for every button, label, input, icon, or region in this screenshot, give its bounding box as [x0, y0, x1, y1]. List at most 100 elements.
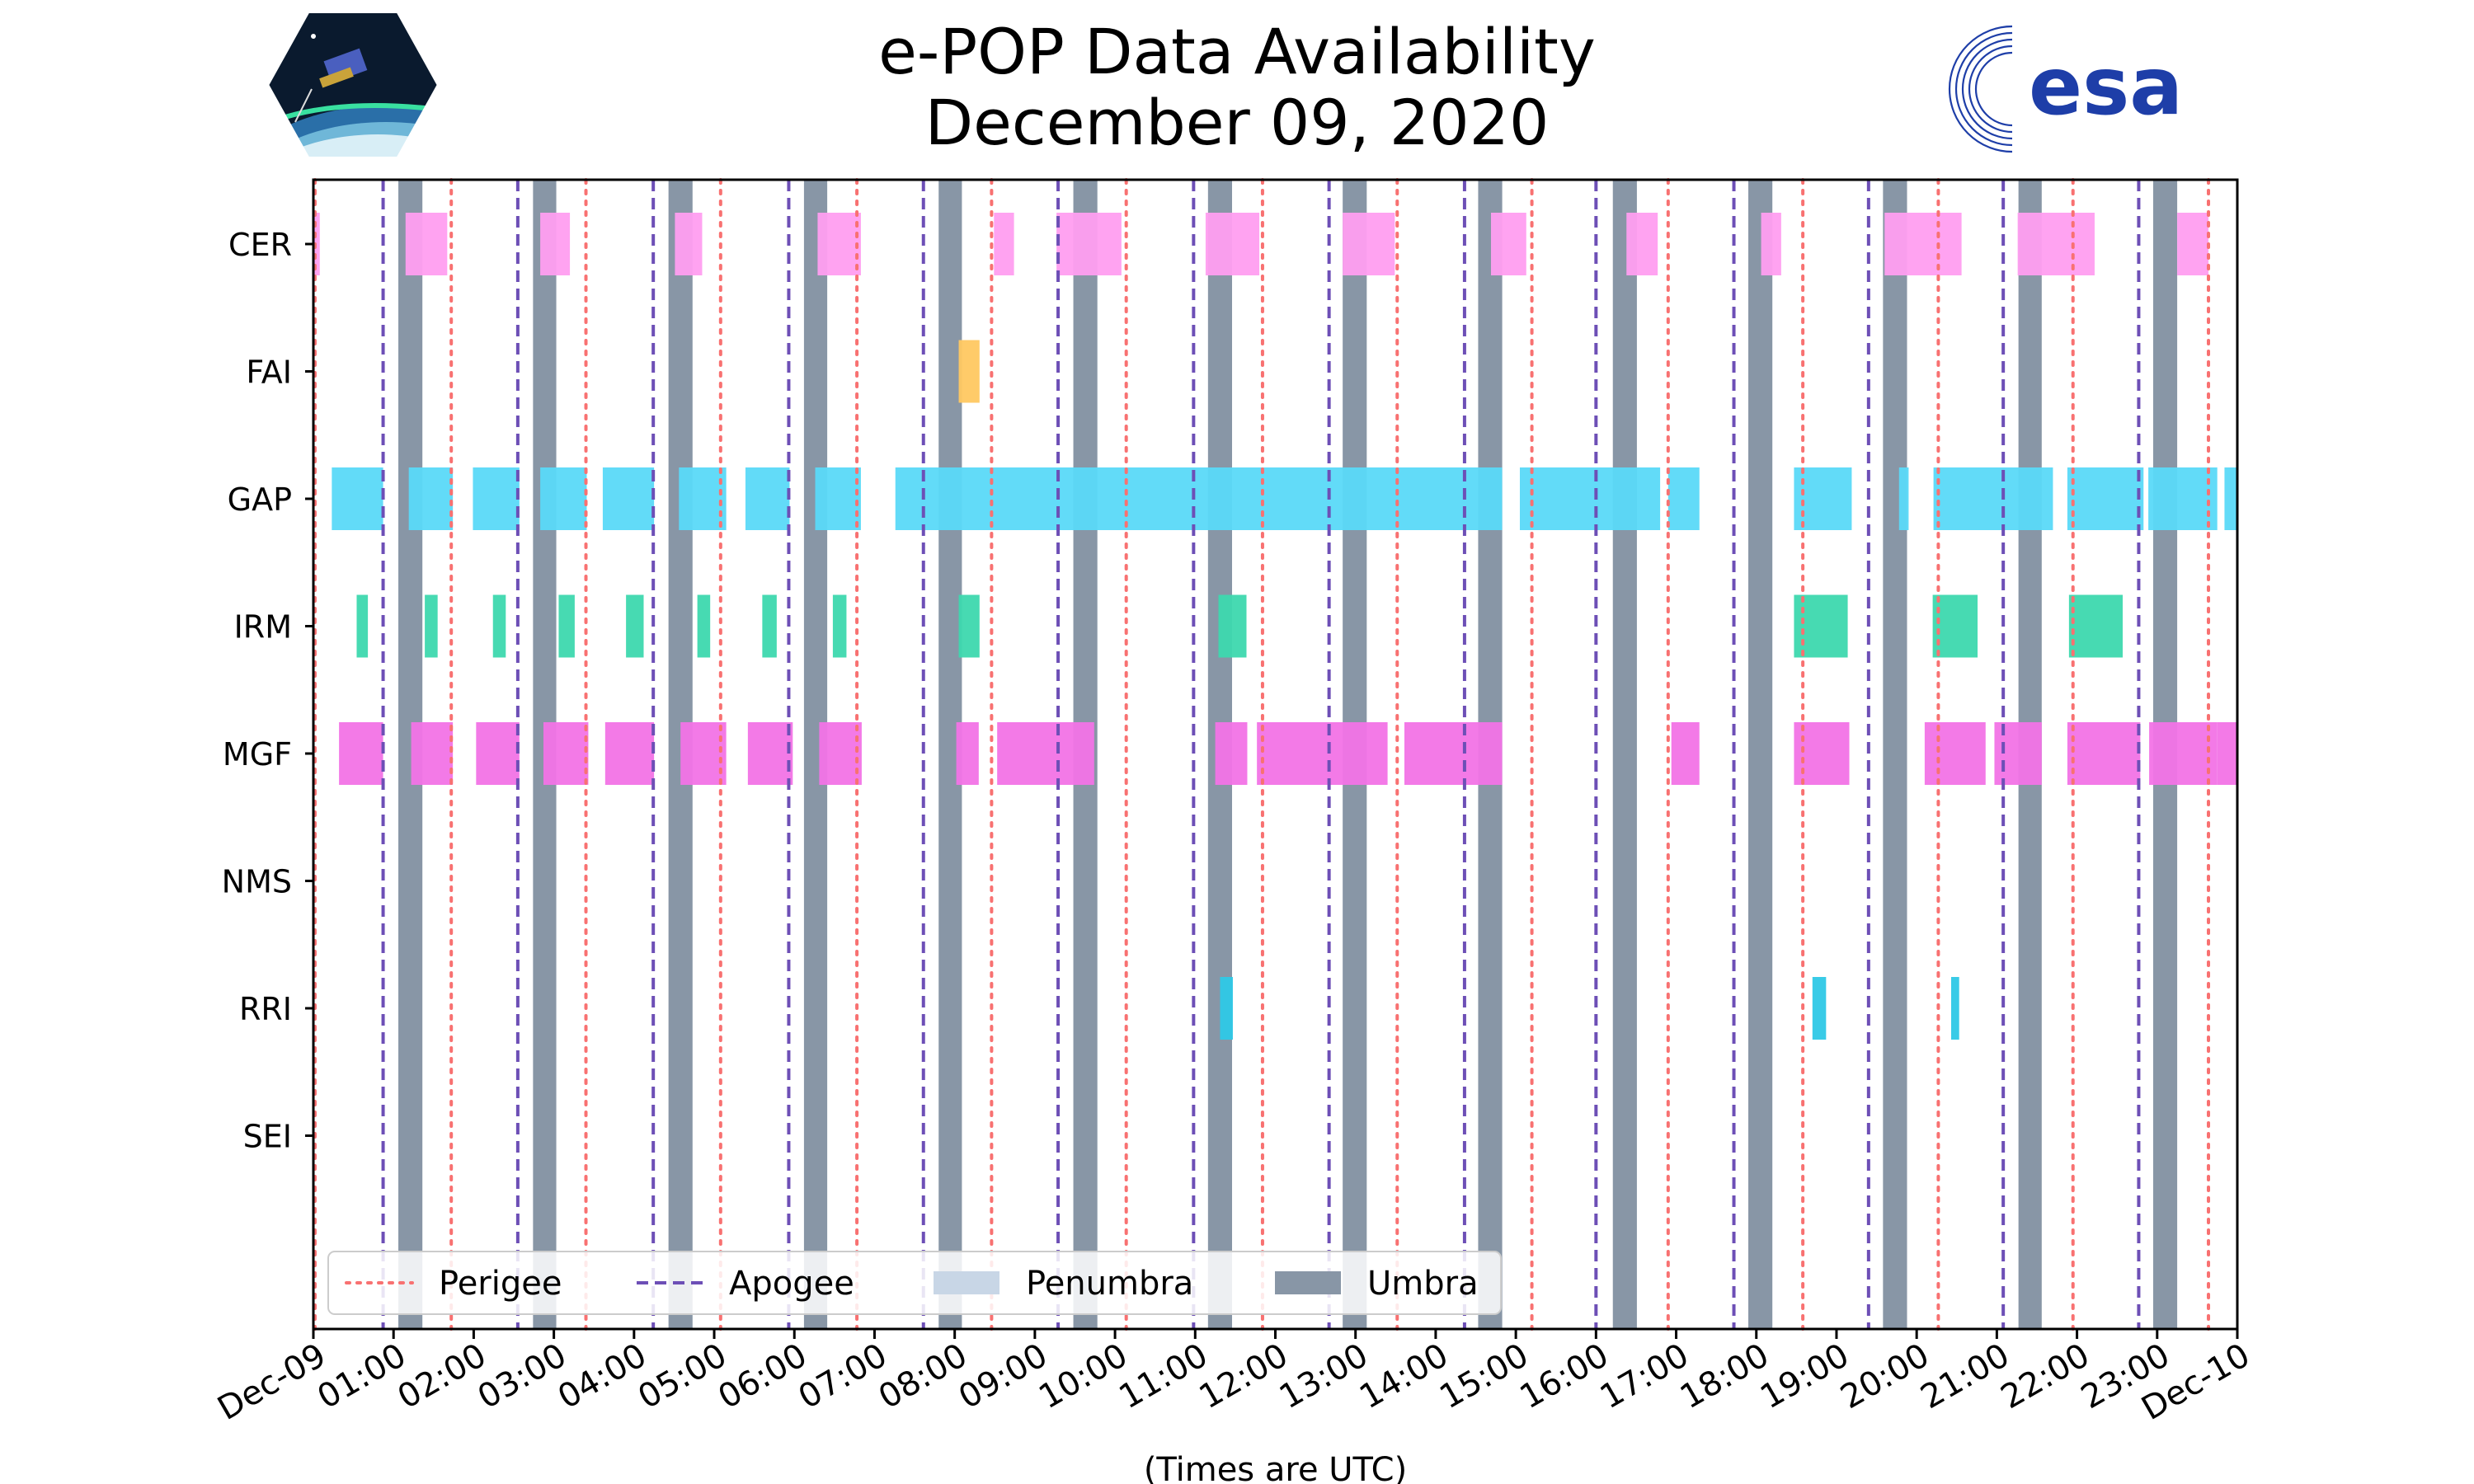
data-bar-cer	[2017, 213, 2095, 275]
x-tick-label: 04:00	[552, 1336, 653, 1416]
data-bar-mgf	[1404, 722, 1503, 785]
x-tick-label: 22:00	[1995, 1336, 2096, 1416]
x-tick-label: 11:00	[1112, 1336, 1214, 1416]
data-bar-gap	[2148, 467, 2218, 530]
y-tick-label: CER	[228, 227, 292, 263]
data-bar-irm	[492, 594, 506, 658]
umbra-band	[1883, 180, 1907, 1329]
cassiope-logo	[263, 8, 443, 162]
y-tick-label: IRM	[234, 609, 292, 646]
data-bar-gap	[1667, 467, 1700, 530]
legend: Perigee Apogee Penumbra Umbra	[327, 1251, 1502, 1315]
chart-title-line1: e-POP Data Availability	[878, 15, 1596, 88]
data-bar-mgf	[1671, 722, 1700, 785]
data-bar-irm	[626, 594, 644, 658]
legend-label: Umbra	[1367, 1265, 1479, 1303]
data-bar-irm	[1218, 594, 1247, 658]
x-tick-label: 02:00	[392, 1336, 493, 1416]
data-bar-gap	[1794, 467, 1852, 530]
y-axis: CER FAI GAP IRM MGF NMS RRI SEI	[222, 227, 313, 1155]
data-bar-gap	[1933, 467, 2053, 530]
legend-swatch-umbra	[1275, 1271, 1341, 1294]
x-tick-label: 18:00	[1674, 1336, 1776, 1416]
data-bar-cer	[817, 213, 861, 275]
data-bar-cer	[1490, 213, 1526, 275]
legend-label: Perigee	[439, 1265, 562, 1303]
data-bar-mgf	[411, 722, 454, 785]
umbra-band	[1748, 180, 1773, 1329]
data-bar-cer	[2177, 213, 2209, 275]
x-tick-label: 15:00	[1433, 1336, 1535, 1416]
data-bar-rri	[1220, 977, 1233, 1040]
x-tick-label: 13:00	[1273, 1336, 1375, 1416]
x-tick-label: 21:00	[1915, 1336, 2016, 1416]
data-bar-mgf	[339, 722, 383, 785]
x-tick-label: 06:00	[712, 1336, 813, 1416]
data-bar-irm	[356, 594, 369, 658]
data-bar-gap	[745, 467, 790, 530]
data-bar-mgf	[747, 722, 793, 785]
data-bar-mgf	[2217, 722, 2237, 785]
data-bar-mgf	[680, 722, 727, 785]
x-tick-label: 05:00	[632, 1336, 733, 1416]
data-bar-mgf	[956, 722, 979, 785]
legend-box	[327, 1251, 1502, 1315]
orbit-lines-layer	[313, 178, 2211, 1331]
data-bar-mgf	[819, 722, 862, 785]
data-bar-irm	[958, 594, 980, 658]
x-tick-label: 12:00	[1193, 1336, 1295, 1416]
data-bar-cer	[994, 213, 1014, 275]
data-bar-irm	[832, 594, 847, 658]
x-tick-label: 03:00	[472, 1336, 573, 1416]
chart-title: e-POP Data Availability December 09, 202…	[0, 16, 2474, 158]
legend-label: Penumbra	[1026, 1265, 1193, 1303]
data-bar-cer	[540, 213, 571, 275]
x-tick-label: 19:00	[1754, 1336, 1856, 1416]
data-bar-gap	[540, 467, 587, 530]
data-bar-cer	[1343, 213, 1395, 275]
x-tick-label: 10:00	[1032, 1336, 1134, 1416]
data-bar-mgf	[604, 722, 655, 785]
data-bar-mgf	[997, 722, 1094, 785]
y-tick-label: GAP	[228, 481, 292, 518]
data-bar-gap	[473, 467, 520, 530]
x-axis-label: (Times are UTC)	[1144, 1451, 1407, 1484]
data-bars-layer	[313, 213, 2237, 1040]
x-tick-label: 14:00	[1353, 1336, 1455, 1416]
data-bar-irm	[425, 594, 438, 658]
data-bar-gap	[602, 467, 655, 530]
data-bar-cer	[1626, 213, 1658, 275]
data-bar-cer	[675, 213, 703, 275]
data-bar-mgf	[1994, 722, 2042, 785]
x-tick-label: 16:00	[1513, 1336, 1615, 1416]
data-bar-cer	[1761, 213, 1781, 275]
data-bar-rri	[1950, 977, 1959, 1040]
data-bar-cer	[1056, 213, 1122, 275]
legend-label: Apogee	[729, 1265, 854, 1303]
x-tick-label: 07:00	[793, 1336, 894, 1416]
data-bar-gap	[332, 467, 383, 530]
data-bar-gap	[679, 467, 727, 530]
data-bar-gap	[1898, 467, 1909, 530]
x-tick-label: 01:00	[311, 1336, 412, 1416]
data-bar-mgf	[1924, 722, 1986, 785]
data-bar-mgf	[543, 722, 589, 785]
y-tick-label: SEI	[243, 1119, 292, 1155]
y-tick-label: NMS	[222, 864, 292, 900]
data-bar-mgf	[2067, 722, 2141, 785]
data-bar-rri	[1812, 977, 1827, 1040]
data-bar-gap	[408, 467, 454, 530]
x-tick-label: 20:00	[1834, 1336, 1935, 1416]
data-bar-irm	[697, 594, 711, 658]
y-tick-label: MGF	[223, 736, 292, 773]
data-bar-mgf	[476, 722, 520, 785]
data-bar-irm	[762, 594, 777, 658]
data-bar-irm	[2068, 594, 2123, 658]
data-bar-mgf	[1257, 722, 1388, 785]
data-bar-fai	[958, 340, 980, 403]
data-bar-irm	[558, 594, 575, 658]
chart-title-line2: December 09, 2020	[924, 86, 1550, 159]
data-bar-mgf	[2149, 722, 2218, 785]
data-bar-cer	[1205, 213, 1260, 275]
data-bar-gap	[2067, 467, 2144, 530]
